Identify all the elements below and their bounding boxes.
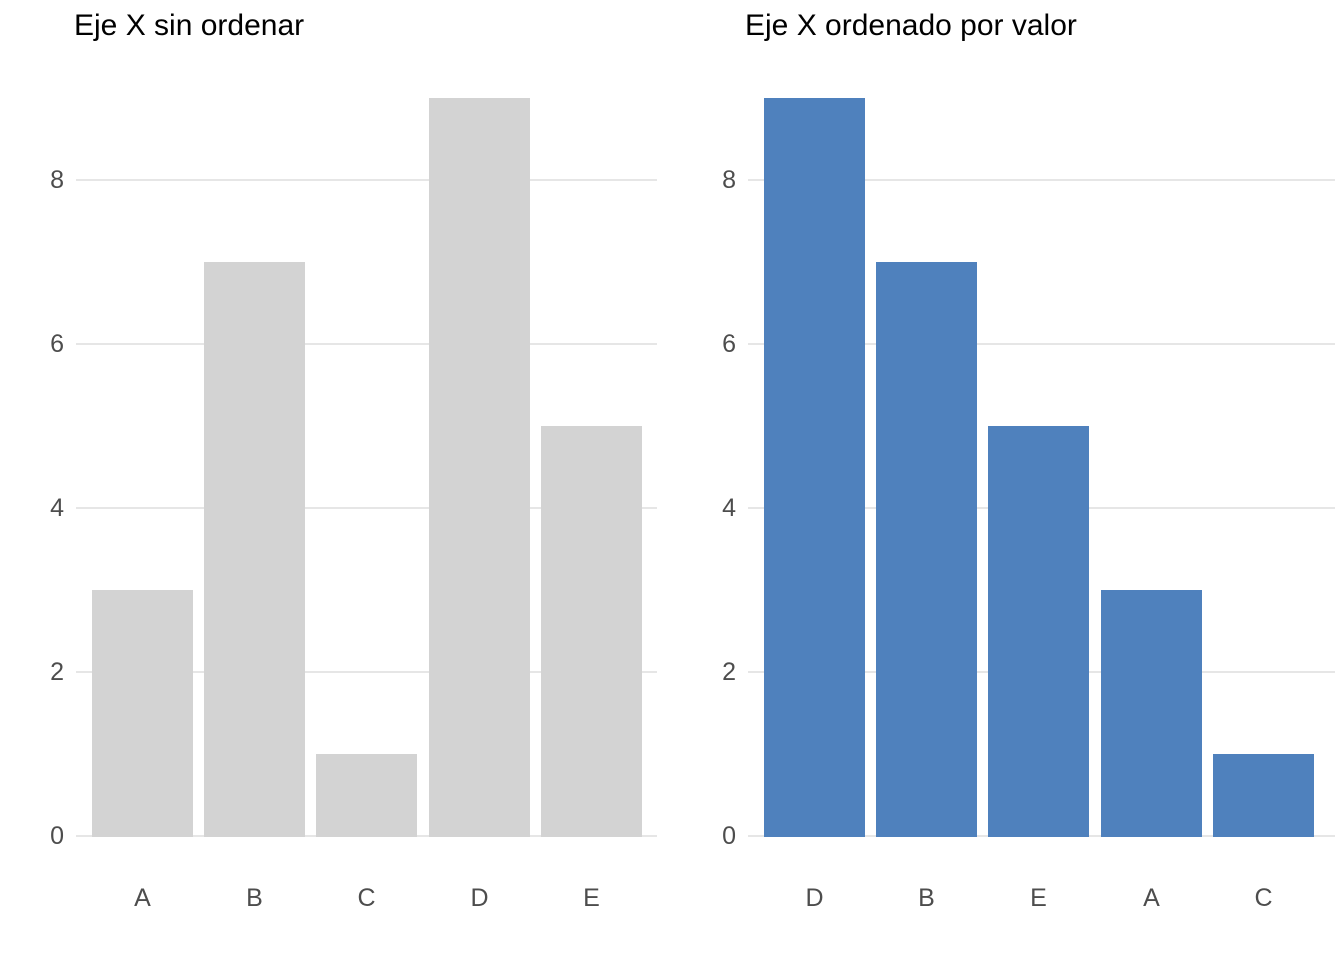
y-tick-label: 2 — [722, 658, 736, 686]
gridline-y-4 — [76, 507, 657, 509]
bar-E — [541, 426, 642, 837]
x-tick-label: A — [134, 884, 151, 912]
y-tick-label: 4 — [50, 494, 64, 522]
bar-B — [876, 262, 977, 837]
bar-E — [988, 426, 1089, 837]
x-tick-label: A — [1143, 884, 1160, 912]
y-tick-label: 2 — [50, 658, 64, 686]
bar-C — [316, 754, 417, 837]
y-tick-label: 6 — [722, 330, 736, 358]
y-tick-label: 6 — [50, 330, 64, 358]
x-tick-label: B — [918, 884, 935, 912]
x-tick-label: E — [1030, 884, 1047, 912]
bar-C — [1213, 754, 1314, 837]
bar-D — [429, 98, 530, 837]
x-tick-label: C — [357, 884, 376, 912]
gridline-y-2 — [76, 671, 657, 673]
gridline-y-8 — [76, 179, 657, 181]
bar-B — [204, 262, 305, 837]
x-tick-label: E — [583, 884, 600, 912]
chart-title-sorted: Eje X ordenado por valor — [745, 9, 1077, 42]
gridline-y-6 — [76, 343, 657, 345]
x-tick-label: D — [470, 884, 489, 912]
y-tick-label: 0 — [722, 822, 736, 850]
y-tick-label: 8 — [50, 166, 64, 194]
y-tick-label: 8 — [722, 166, 736, 194]
bar-D — [764, 98, 865, 837]
gridline-y-6 — [748, 343, 1335, 345]
gridline-y-8 — [748, 179, 1335, 181]
x-tick-label: C — [1254, 884, 1273, 912]
chart-title-unsorted: Eje X sin ordenar — [74, 9, 305, 42]
y-tick-label: 0 — [50, 822, 64, 850]
bar-A — [92, 590, 193, 837]
x-tick-label: B — [246, 884, 263, 912]
bar-A — [1101, 590, 1202, 837]
y-tick-label: 4 — [722, 494, 736, 522]
x-tick-label: D — [805, 884, 824, 912]
